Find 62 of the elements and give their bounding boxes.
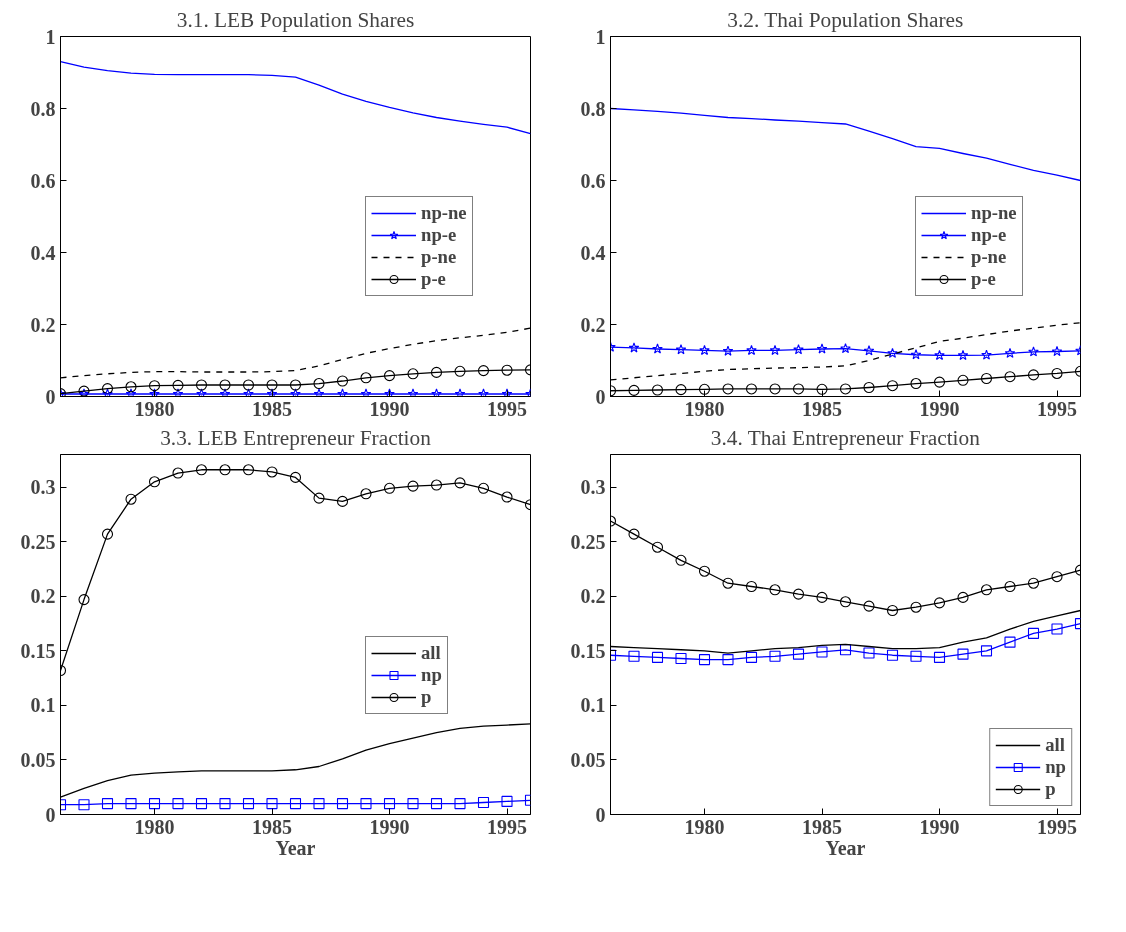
legend-label: p-e [421,268,446,290]
legend-label: p [1045,778,1057,800]
chart-title: 3.1. LEB Population Shares [176,7,415,32]
legend-label: p [421,686,433,708]
x-tick-label: 1985 [252,397,292,420]
x-tick-label: 1995 [487,815,527,838]
x-tick-label: 1985 [252,815,292,838]
x-tick-label: 1980 [134,397,175,420]
y-tick-label: 0.8 [30,97,56,120]
x-tick-label: 1985 [802,397,842,420]
x-tick-label: 1980 [684,397,725,420]
x-tick-label: 1990 [919,397,960,420]
legend-label: p-e [971,268,996,290]
y-tick-label: 0.05 [20,748,56,771]
legend-label: p-ne [421,246,457,268]
legend-label: np-e [421,224,457,246]
x-axis-title: Year [275,836,316,859]
y-tick-label: 0 [595,385,606,408]
y-tick-label: 0 [45,803,56,826]
y-tick-label: 0.1 [580,694,606,717]
y-tick-label: 0.15 [570,639,606,662]
y-tick-label: 0.15 [20,639,56,662]
y-tick-label: 0.3 [30,476,56,499]
x-tick-label: 1980 [684,815,725,838]
y-tick-label: 0 [595,803,606,826]
x-tick-label: 1985 [802,815,842,838]
legend-label: p-ne [971,246,1007,268]
y-tick-label: 0.6 [580,169,606,192]
x-tick-label: 1980 [134,815,175,838]
y-tick-label: 0.6 [30,169,56,192]
y-tick-label: 0.2 [580,585,606,608]
chart-title: 3.2. Thai Population Shares [727,7,964,32]
y-tick-label: 0.2 [30,585,56,608]
y-tick-label: 0 [45,385,56,408]
x-tick-label: 1990 [919,815,960,838]
y-tick-label: 0.25 [20,530,56,553]
legend-label: np [421,664,442,686]
y-tick-label: 0.05 [570,748,606,771]
x-tick-label: 1995 [487,397,527,420]
y-tick-label: 0.8 [580,97,606,120]
legend-label: np-e [971,224,1007,246]
legend-label: all [1045,734,1066,756]
x-axis-title: Year [825,836,866,859]
y-tick-label: 0.2 [580,313,606,336]
chart-title: 3.3. LEB Entrepreneur Fraction [160,425,432,450]
y-tick-label: 0.4 [580,241,606,264]
y-tick-label: 0.1 [30,694,56,717]
legend-label: np [1045,756,1066,778]
chart-title: 3.4. Thai Entrepreneur Fraction [710,425,981,450]
x-tick-label: 1990 [369,815,410,838]
legend-label: np-ne [421,202,467,224]
x-tick-label: 1990 [369,397,410,420]
y-tick-label: 0.2 [30,313,56,336]
legend-label: all [421,642,441,664]
legend-label: np-ne [971,202,1017,224]
y-tick-label: 1 [45,25,56,48]
x-tick-label: 1995 [1037,815,1077,838]
y-tick-label: 0.3 [580,476,606,499]
y-tick-label: 0.4 [30,241,56,264]
y-tick-label: 1 [595,25,606,48]
y-tick-label: 0.25 [570,530,606,553]
x-tick-label: 1995 [1037,397,1077,420]
